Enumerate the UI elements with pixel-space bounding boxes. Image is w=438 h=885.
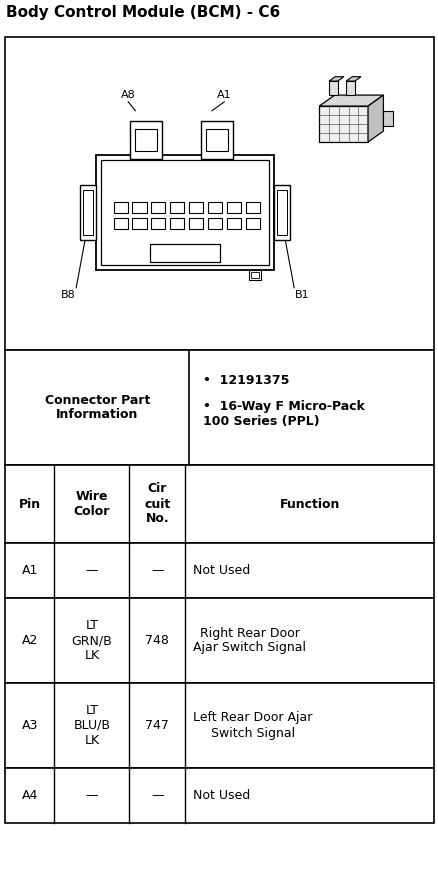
Bar xyxy=(276,189,286,235)
Bar xyxy=(150,243,220,262)
Bar xyxy=(206,129,228,150)
Text: —: — xyxy=(85,789,98,802)
Bar xyxy=(135,129,157,150)
Bar xyxy=(80,185,96,240)
Bar xyxy=(189,203,203,213)
Text: A8: A8 xyxy=(120,89,135,100)
Text: Pin: Pin xyxy=(18,497,41,511)
Bar xyxy=(170,219,184,229)
Text: Left Rear Door Ajar
Switch Signal: Left Rear Door Ajar Switch Signal xyxy=(193,712,312,740)
Bar xyxy=(226,219,240,229)
Bar xyxy=(113,219,127,229)
Bar xyxy=(201,120,233,158)
Bar xyxy=(5,598,433,683)
Text: Not Used: Not Used xyxy=(193,789,250,802)
Bar xyxy=(382,112,392,126)
Polygon shape xyxy=(318,95,382,106)
Polygon shape xyxy=(328,77,343,81)
Bar xyxy=(251,272,258,278)
Text: B8: B8 xyxy=(61,289,75,300)
Bar xyxy=(328,81,337,95)
Bar xyxy=(132,203,146,213)
Bar xyxy=(5,465,433,543)
Text: —: — xyxy=(151,789,163,802)
Text: A2: A2 xyxy=(21,634,38,647)
Bar xyxy=(189,219,203,229)
Text: A4: A4 xyxy=(21,789,38,802)
Bar xyxy=(318,106,367,142)
Text: Cir
cuit
No.: Cir cuit No. xyxy=(144,482,170,526)
Bar xyxy=(208,203,222,213)
Bar xyxy=(345,81,354,95)
Bar xyxy=(245,203,259,213)
Text: Right Rear Door
Ajar Switch Signal: Right Rear Door Ajar Switch Signal xyxy=(193,627,305,655)
Bar xyxy=(226,203,240,213)
Bar xyxy=(245,219,259,229)
Text: Not Used: Not Used xyxy=(193,564,250,577)
Text: 748: 748 xyxy=(145,634,169,647)
Polygon shape xyxy=(367,95,382,142)
Text: A3: A3 xyxy=(21,719,38,732)
Text: Wire
Color: Wire Color xyxy=(74,490,110,518)
Bar xyxy=(5,543,433,598)
Bar xyxy=(151,203,165,213)
Text: A1: A1 xyxy=(216,89,231,100)
Text: A1: A1 xyxy=(21,564,38,577)
Text: •  12191375: • 12191375 xyxy=(203,374,289,387)
Polygon shape xyxy=(345,77,360,81)
Text: Body Control Module (BCM) - C6: Body Control Module (BCM) - C6 xyxy=(6,5,279,20)
Text: Connector Part
Information: Connector Part Information xyxy=(44,394,150,421)
Text: •  16-Way F Micro-Pack
100 Series (PPL): • 16-Way F Micro-Pack 100 Series (PPL) xyxy=(203,400,364,428)
Bar xyxy=(5,768,433,823)
Text: —: — xyxy=(85,564,98,577)
Bar xyxy=(132,219,146,229)
Bar xyxy=(5,350,433,465)
Bar xyxy=(249,270,261,280)
Text: LT
BLU/B
LK: LT BLU/B LK xyxy=(73,704,110,747)
Bar xyxy=(113,203,127,213)
Text: Function: Function xyxy=(279,497,339,511)
Bar xyxy=(151,219,165,229)
Bar xyxy=(274,185,290,240)
Bar xyxy=(5,37,433,350)
Bar xyxy=(101,160,268,265)
Bar xyxy=(5,683,433,768)
Bar xyxy=(208,219,222,229)
Bar xyxy=(83,189,93,235)
Bar xyxy=(170,203,184,213)
Text: B1: B1 xyxy=(294,289,309,300)
Text: —: — xyxy=(151,564,163,577)
Bar xyxy=(96,155,274,270)
Text: 747: 747 xyxy=(145,719,169,732)
Text: LT
GRN/B
LK: LT GRN/B LK xyxy=(71,619,112,662)
Bar xyxy=(130,120,162,158)
